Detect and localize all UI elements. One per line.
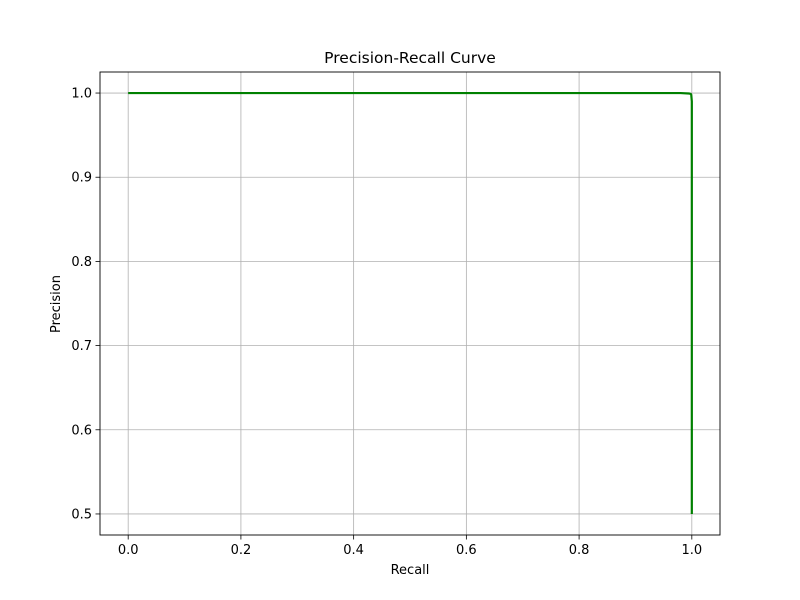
y-tick-label: 0.5 [71, 507, 92, 522]
plot-frame [99, 71, 721, 536]
y-tick-label: 0.7 [71, 339, 92, 354]
precision-recall-line [128, 91, 693, 514]
chart-title: Precision-Recall Curve [324, 49, 496, 67]
x-axis-label: Recall [391, 563, 430, 578]
y-tick-label: 0.8 [71, 255, 92, 270]
ticks: 0.0 0.2 0.4 0.6 0.8 1.0 0.5 0.6 0.7 0.8 0.9 1.0 [71, 87, 702, 558]
y-tick-label: 1.0 [71, 87, 92, 102]
x-tick-label: 0.6 [456, 543, 477, 558]
x-tick-label: 0.2 [231, 543, 252, 558]
x-tick-label: 0.4 [343, 543, 364, 558]
x-tick-label: 0.0 [118, 543, 139, 558]
series-layer [128, 91, 693, 514]
y-tick-label: 0.6 [71, 423, 92, 438]
y-tick-label: 0.9 [71, 171, 92, 186]
y-axis-label: Precision [49, 275, 64, 333]
x-tick-label: 0.8 [569, 543, 590, 558]
x-tick-label: 1.0 [681, 543, 702, 558]
